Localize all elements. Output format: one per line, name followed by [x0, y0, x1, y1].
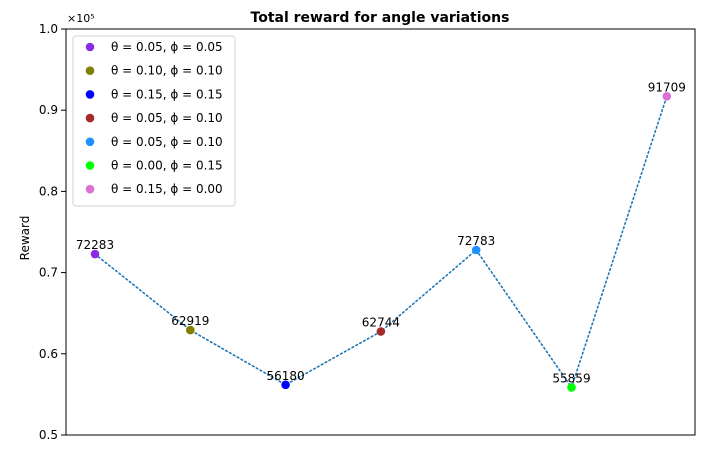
data-label: 72783 [457, 234, 495, 248]
y-scale-note: ×10⁵ [67, 12, 95, 25]
legend-entry-label: θ = 0.15, ϕ = 0.00 [111, 182, 223, 196]
data-label: 62919 [171, 314, 209, 328]
y-axis-label: Reward [18, 216, 32, 261]
data-point [376, 327, 386, 336]
y-tick-label: 1.0 [39, 22, 58, 36]
legend-entry-label: θ = 0.05, ϕ = 0.05 [111, 40, 223, 54]
legend-marker [85, 184, 95, 194]
legend-box [72, 35, 236, 207]
data-point [567, 383, 576, 392]
legend-entry-label: θ = 0.10, ϕ = 0.10 [111, 64, 223, 78]
data-point [186, 325, 195, 335]
legend-marker [85, 90, 95, 99]
legend-entry-label: θ = 0.15, ϕ = 0.15 [111, 87, 223, 101]
data-label: 55859 [552, 371, 590, 385]
y-tick-label: 0.5 [39, 428, 58, 442]
y-tick-label: 0.9 [39, 103, 58, 117]
legend: θ = 0.05, ϕ = 0.05 θ = 0.10, ϕ = 0.10 θ = … [72, 35, 236, 207]
legend-entry-label: θ = 0.05, ϕ = 0.10 [111, 111, 223, 125]
data-point [281, 380, 290, 390]
y-ticks: 0.5 0.6 0.7 0.8 0.9 1.0 [39, 22, 66, 442]
data-label: 62744 [362, 316, 400, 330]
y-tick-label: 0.7 [39, 266, 58, 280]
data-point [662, 92, 672, 101]
data-points [90, 92, 672, 392]
data-point [90, 249, 100, 259]
data-label: 91709 [648, 80, 686, 94]
legend-marker [85, 161, 95, 170]
legend-marker [85, 113, 95, 123]
legend-entry-label: θ = 0.00, ϕ = 0.15 [111, 159, 223, 173]
legend-marker [85, 66, 95, 75]
data-label: 72283 [76, 238, 114, 252]
legend-entry-label: θ = 0.05, ϕ = 0.10 [111, 135, 223, 149]
data-point [471, 245, 481, 255]
data-labels: 72283 62919 56180 62744 72783 55859 91709 [76, 80, 686, 385]
legend-marker [85, 137, 95, 147]
legend-marker [85, 42, 95, 52]
chart-title: Total reward for angle variations [251, 10, 510, 26]
y-tick-label: 0.6 [39, 347, 58, 361]
y-tick-label: 0.8 [39, 184, 58, 198]
plot-frame [65, 28, 696, 436]
data-label: 56180 [267, 369, 305, 383]
